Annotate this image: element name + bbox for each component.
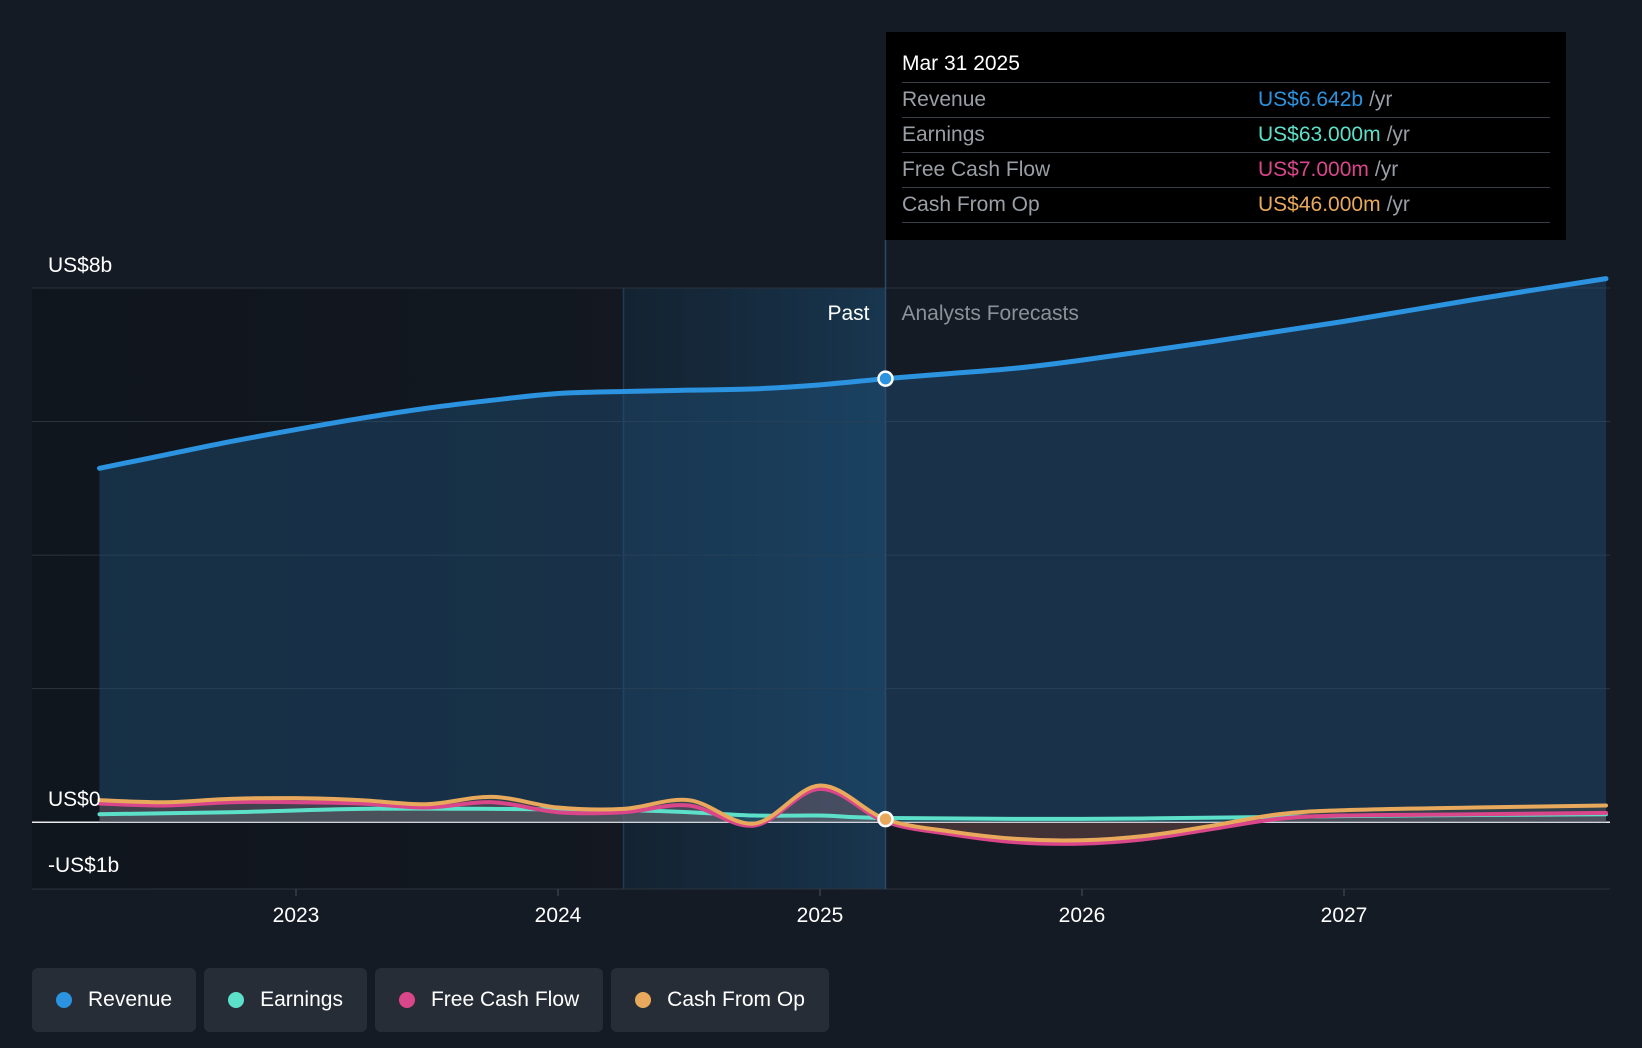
forecast-label: Analysts Forecasts	[902, 302, 1079, 325]
tooltip-row-cash-from-op: Cash From Op US$46.000m /yr	[902, 187, 1550, 223]
tooltip-row-revenue: Revenue US$6.642b /yr	[902, 82, 1550, 117]
x-tick-label: 2027	[1321, 904, 1368, 927]
revenue-marker	[877, 370, 894, 387]
tooltip-value: US$6.642b	[1258, 88, 1364, 111]
x-tick-label: 2026	[1059, 904, 1106, 927]
legend: Revenue Earnings Free Cash Flow Cash Fro…	[32, 968, 829, 1032]
tooltip-row-free-cash-flow: Free Cash Flow US$7.000m /yr	[902, 152, 1550, 187]
legend-label: Earnings	[260, 988, 343, 1011]
legend-item-revenue[interactable]: Revenue	[32, 968, 197, 1032]
tooltip: Mar 31 2025 Revenue US$6.642b /yr Earnin…	[886, 32, 1566, 240]
tooltip-date: Mar 31 2025	[902, 52, 1020, 75]
revenue-line	[97, 276, 1609, 471]
tooltip-unit: /yr	[1386, 123, 1410, 146]
legend-item-cash-from-op[interactable]: Cash From Op	[611, 968, 829, 1032]
legend-label: Free Cash Flow	[430, 988, 580, 1011]
legend-label: Cash From Op	[667, 988, 805, 1011]
tooltip-value: US$63.000m	[1258, 123, 1381, 146]
legend-item-earnings[interactable]: Earnings	[204, 968, 367, 1032]
revenue-area	[99, 278, 1606, 823]
x-tick-label: 2023	[273, 904, 320, 927]
tooltip-row-earnings: Earnings US$63.000m /yr	[902, 117, 1550, 152]
tooltip-label: Cash From Op	[902, 193, 1040, 216]
x-tick-label: 2024	[535, 904, 582, 927]
legend-dot-icon	[228, 992, 245, 1008]
past-region	[32, 288, 624, 889]
tooltip-label: Earnings	[902, 123, 985, 146]
tooltip-unit: /yr	[1386, 193, 1410, 216]
tooltip-unit: /yr	[1369, 88, 1393, 111]
legend-dot-icon	[398, 992, 415, 1008]
x-tick-label: 2025	[797, 904, 844, 927]
y-tick-label: US$8b	[48, 254, 112, 277]
legend-dot-icon	[56, 992, 72, 1008]
tooltip-label: Revenue	[902, 88, 987, 111]
past-label: Past	[827, 302, 869, 325]
tooltip-unit: /yr	[1374, 158, 1399, 181]
tooltip-value: US$46.000m	[1258, 193, 1381, 216]
free-cash-flow-line	[97, 786, 1608, 846]
tooltip-label: Free Cash Flow	[902, 158, 1051, 181]
legend-dot-icon	[635, 992, 652, 1008]
legend-label: Revenue	[88, 988, 173, 1011]
cash-from-op-line	[97, 783, 1608, 843]
y-tick-label: -US$1b	[48, 854, 119, 877]
legend-item-free-cash-flow[interactable]: Free Cash Flow	[374, 968, 604, 1032]
y-tick-label: US$0	[48, 788, 101, 811]
cash-from-op-marker	[877, 810, 894, 828]
tooltip-value: US$7.000m	[1258, 158, 1369, 181]
